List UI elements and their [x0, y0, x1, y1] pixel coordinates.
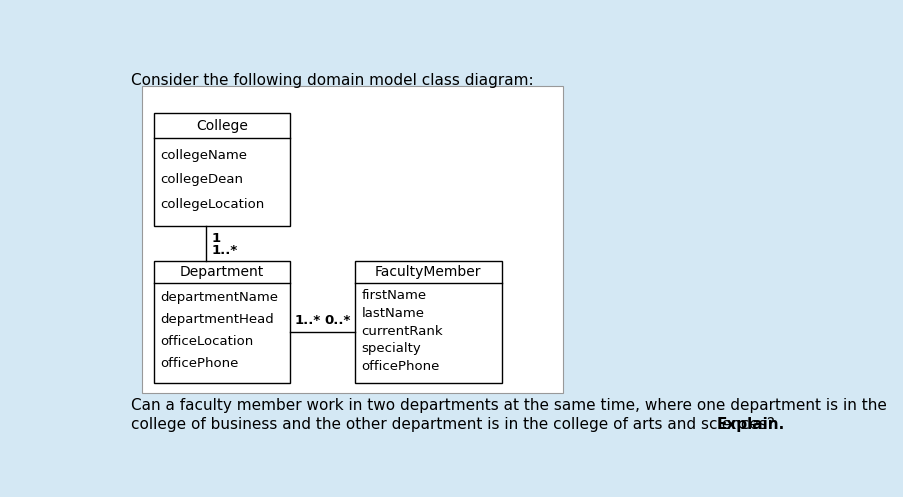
FancyBboxPatch shape: [154, 113, 290, 226]
Text: Can a faculty member work in two departments at the same time, where one departm: Can a faculty member work in two departm…: [130, 398, 886, 414]
Text: 1..*: 1..*: [294, 314, 321, 327]
Text: collegeName: collegeName: [161, 149, 247, 162]
Text: 1: 1: [211, 232, 220, 245]
Text: departmentName: departmentName: [161, 291, 278, 304]
Text: officePhone: officePhone: [361, 360, 440, 373]
Text: departmentHead: departmentHead: [161, 313, 275, 326]
Text: Department: Department: [180, 264, 264, 279]
Text: currentRank: currentRank: [361, 325, 442, 337]
Text: Explain.: Explain.: [716, 417, 785, 432]
Text: collegeLocation: collegeLocation: [161, 198, 265, 211]
Text: officeLocation: officeLocation: [161, 335, 254, 348]
Text: College: College: [196, 119, 247, 133]
Text: FacultyMember: FacultyMember: [375, 264, 481, 279]
Text: 1..*: 1..*: [211, 244, 237, 257]
Text: college of business and the other department is in the college of arts and scien: college of business and the other depart…: [130, 417, 778, 432]
Text: firstName: firstName: [361, 289, 426, 302]
Text: Consider the following domain model class diagram:: Consider the following domain model clas…: [130, 73, 533, 88]
Text: 0..*: 0..*: [324, 314, 350, 327]
FancyBboxPatch shape: [354, 260, 501, 383]
Text: collegeDean: collegeDean: [161, 173, 244, 186]
Text: specialty: specialty: [361, 342, 421, 355]
Text: lastName: lastName: [361, 307, 424, 320]
Text: officePhone: officePhone: [161, 357, 238, 370]
FancyBboxPatch shape: [154, 260, 290, 383]
Text: college of business and the other department is in the college of arts and scien: college of business and the other depart…: [130, 417, 778, 432]
FancyBboxPatch shape: [143, 86, 563, 393]
